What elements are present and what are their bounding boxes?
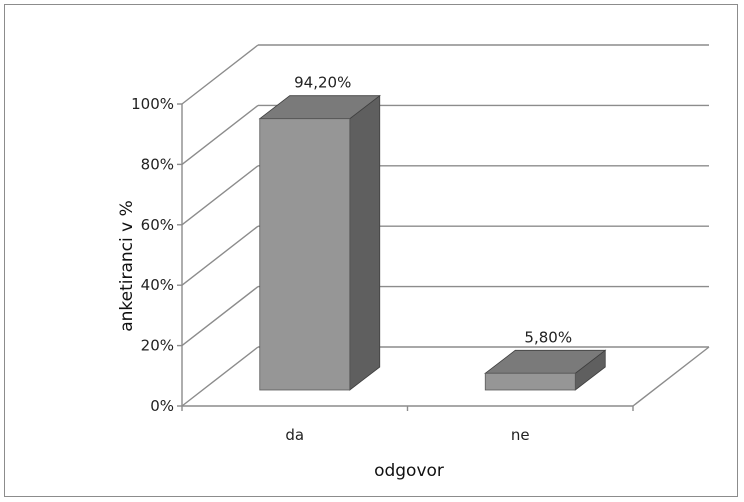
bar-ne [484,349,607,391]
labels: 0% 20% 40% 60% 80% 100% 94,20% da 5,80% ne [131,74,572,444]
y-axis-label: anketiranci v % [117,200,137,332]
bar-side-face [349,94,381,391]
gridline-side [181,225,259,286]
x-tick-label: da [285,426,304,444]
data-label: 5,80% [524,328,572,346]
gridline-side [181,346,259,407]
y-tick-label: 60% [141,216,174,234]
x-axis-label: odgovor [374,461,444,481]
gridline-side [181,165,259,226]
axes [177,103,634,411]
x-tick-label: ne [511,426,530,444]
gridline-side [181,44,259,105]
bar-front-face [484,372,576,391]
bar-da [258,94,381,391]
gridline-side [181,286,259,347]
y-tick-label: 40% [141,276,174,294]
data-label: 94,20% [294,74,351,92]
y-tick-label: 0% [150,397,174,415]
y-tick-label: 20% [141,337,174,355]
floor-right-edge [632,346,710,407]
bars [258,94,607,391]
y-tick-label: 100% [131,95,174,113]
bar-front-face [259,118,351,391]
y-tick-label: 80% [141,155,174,173]
gridline-side [181,104,259,165]
